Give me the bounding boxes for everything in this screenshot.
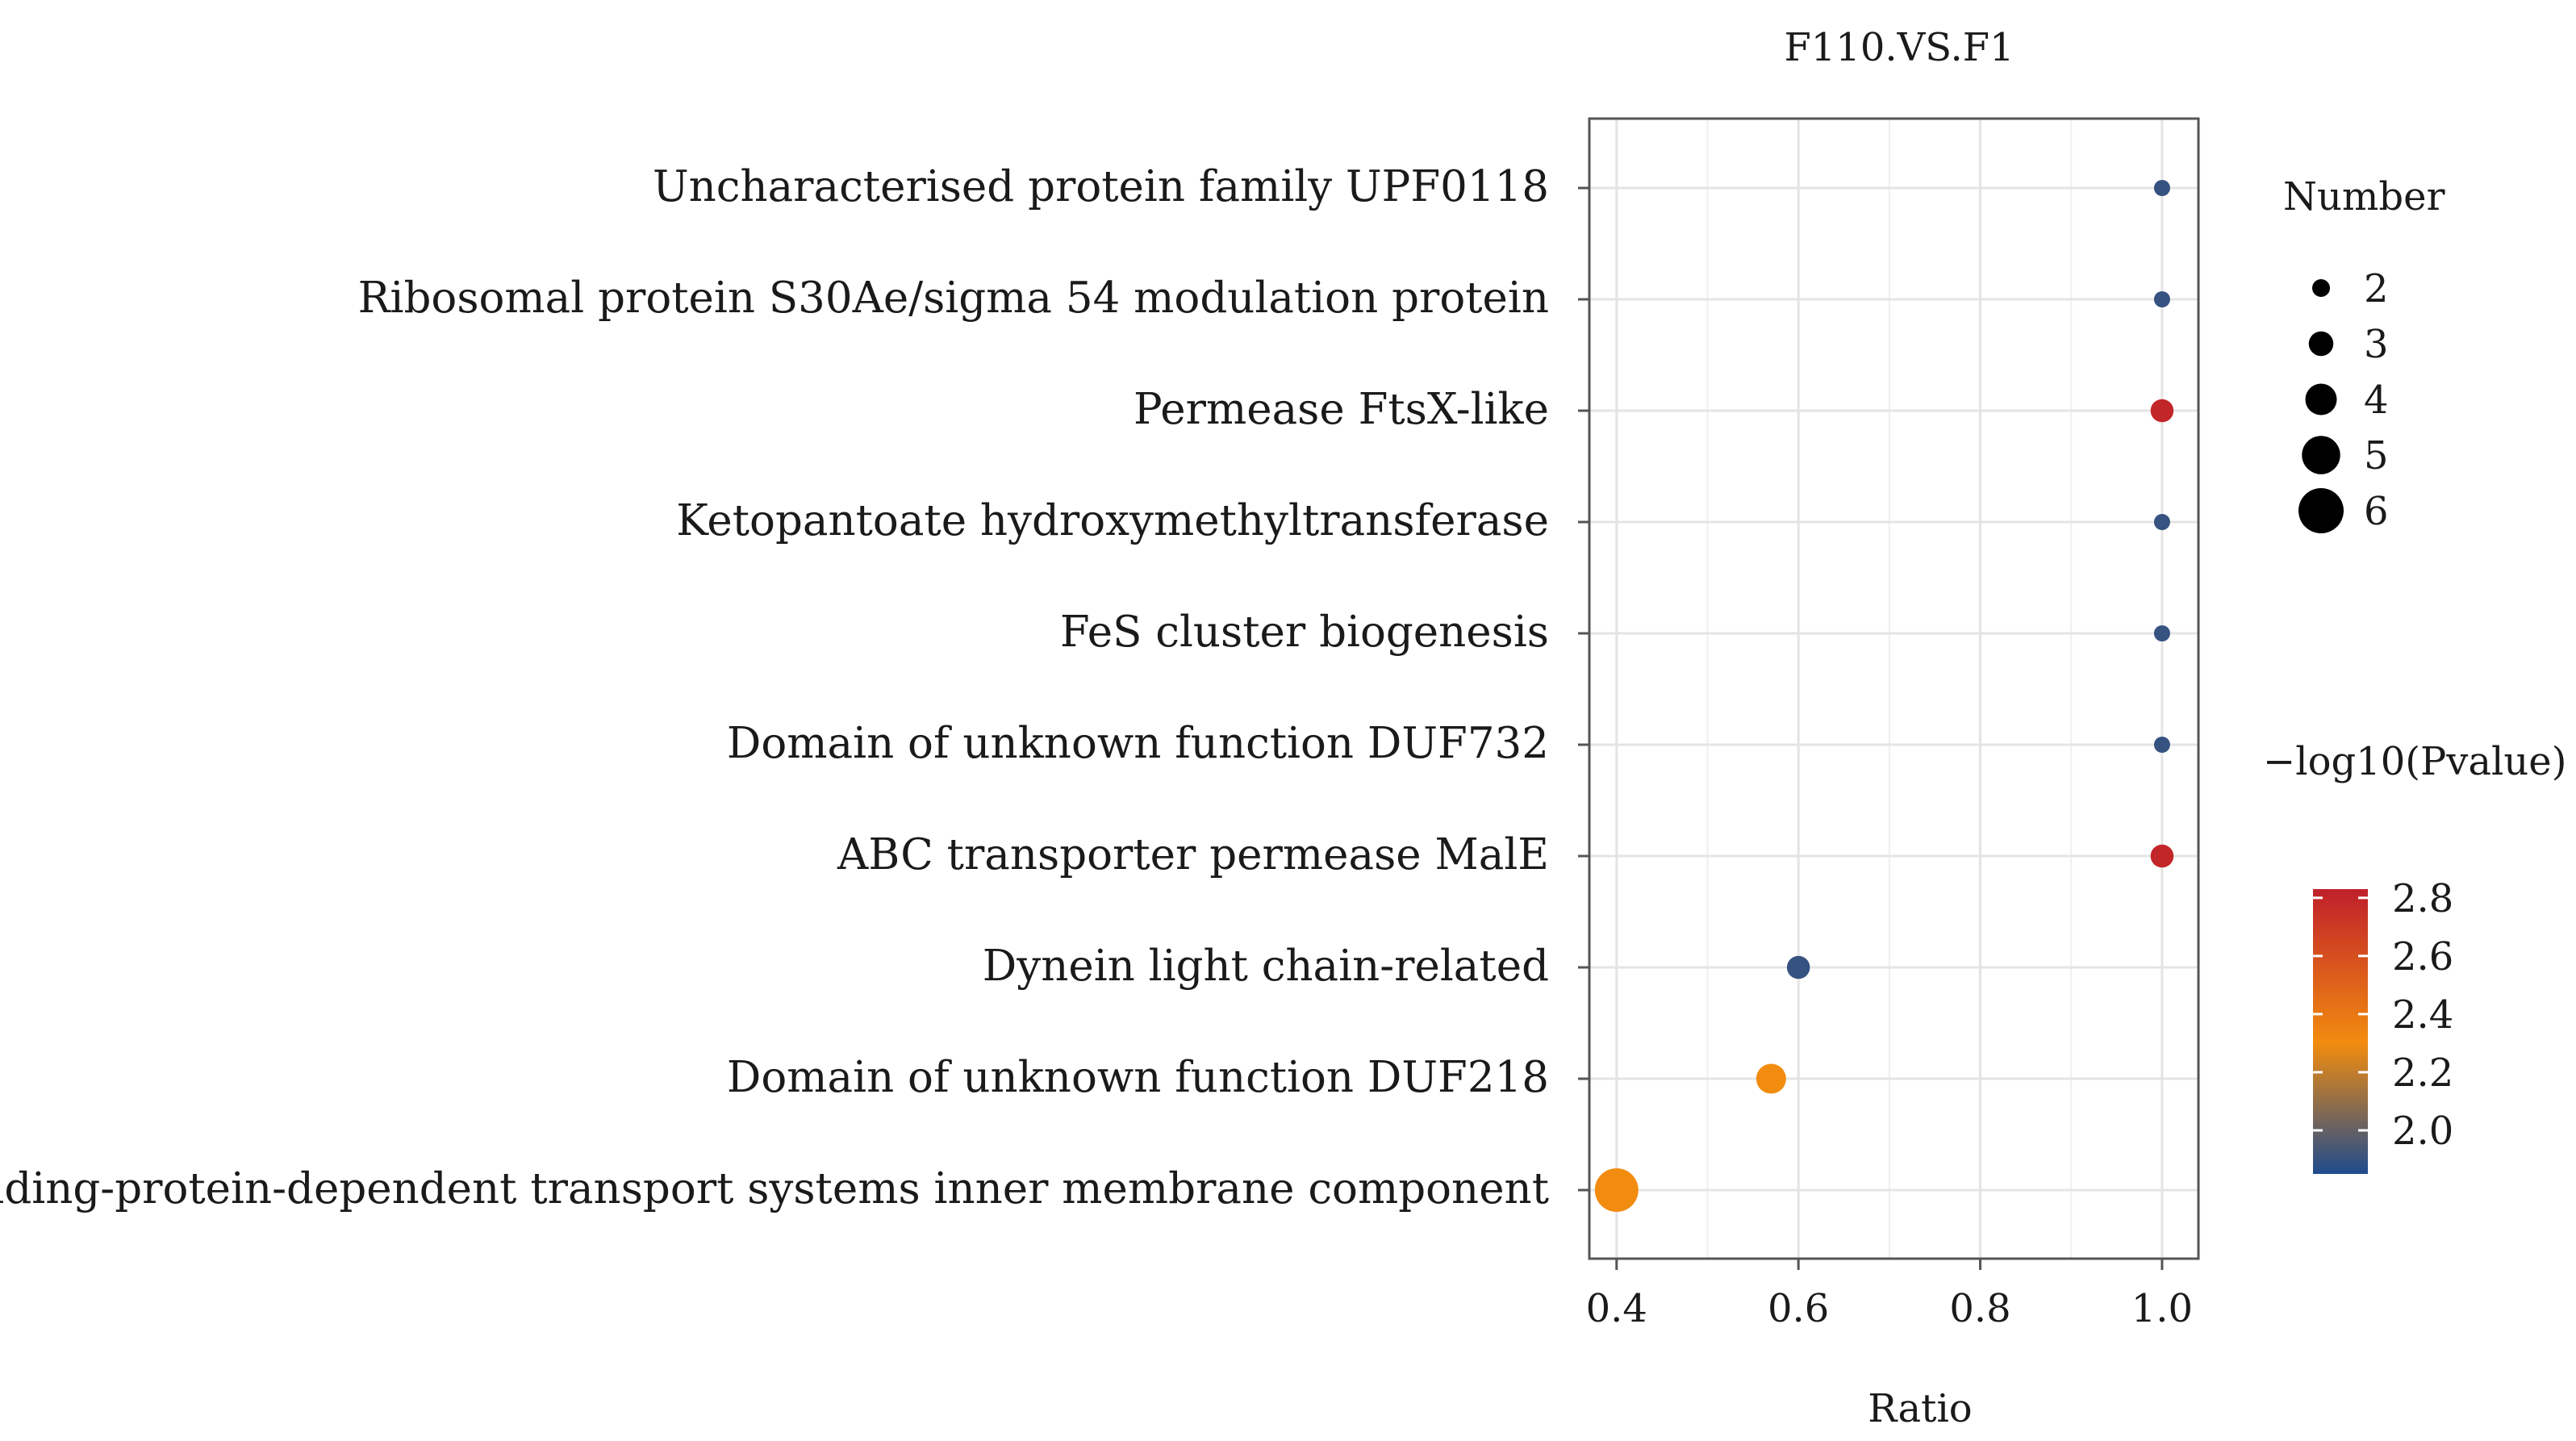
size-legend-label: 6 [2364,489,2389,534]
category-label: Ribosomal protein S30Ae/sigma 54 modulat… [358,274,1549,323]
x-tick-label: 1.0 [2131,1286,2193,1331]
size-legend-label: 5 [2364,433,2389,478]
category-label: Domain of unknown function DUF218 [727,1053,1549,1102]
data-point [1756,1063,1786,1094]
size-legend-key [2312,279,2330,297]
data-point [2150,844,2174,868]
size-legend: Number 2 3 4 5 6 [2283,174,2445,534]
size-legend-title: Number [2283,174,2445,219]
size-legend-label: 3 [2364,322,2389,367]
category-label: Dynein light chain-related [983,942,1549,991]
plot-panel [1588,117,2200,1260]
data-point [1594,1168,1639,1212]
x-tick-label: 0.6 [1768,1286,1829,1331]
category-label: Uncharacterised protein family UPF0118 [653,162,1549,211]
x-tick-label: 0.4 [1586,1286,1647,1331]
data-point [2153,514,2170,530]
category-label: Binding-protein-dependent transport syst… [0,1164,1549,1213]
category-label: Domain of unknown function DUF732 [727,719,1549,768]
data-point [2153,291,2170,307]
x-axis-title: Ratio [1868,1386,1972,1431]
data-point [1786,955,1810,979]
size-legend-label: 2 [2364,266,2389,311]
y-axis-ticks [1578,186,1589,1192]
data-point [2153,737,2170,753]
color-legend-title: −log10(Pvalue) [2263,739,2566,784]
category-label: Ketopantoate hydroxymethyltransferase [676,496,1549,545]
size-legend-key [2308,331,2334,357]
color-legend-label: 2.6 [2392,934,2453,979]
category-labels: Uncharacterised protein family UPF0118 Ri… [0,162,1549,1213]
color-legend-label: 2.8 [2392,876,2453,921]
x-axis-ticks: 0.4 0.6 0.8 1.0 [1586,1259,2193,1331]
color-legend-label: 2.4 [2392,992,2453,1038]
category-label: Permease FtsX-like [1134,385,1549,434]
chart-title: F110.VS.F1 [1784,25,2014,70]
data-point [2153,180,2170,196]
size-legend-label: 4 [2364,378,2389,423]
color-legend-label: 2.0 [2392,1109,2453,1154]
size-legend-key [2302,436,2340,474]
data-points [1594,180,2174,1212]
size-legend-key [2305,383,2337,416]
size-legend-key [2298,488,2344,533]
panel-border [1588,117,2200,1260]
color-bar [2313,889,2368,1174]
color-legend: −log10(Pvalue) 2.0 2.2 2.4 2.6 2.8 [2263,739,2566,1174]
category-label: ABC transporter permease MalE [837,830,1549,879]
category-label: FeS cluster biogenesis [1060,608,1549,657]
data-point [2150,399,2174,423]
gridlines [1589,119,2198,1259]
data-point [2153,625,2170,641]
x-tick-label: 0.8 [1949,1286,2010,1331]
color-legend-label: 2.2 [2392,1050,2453,1096]
